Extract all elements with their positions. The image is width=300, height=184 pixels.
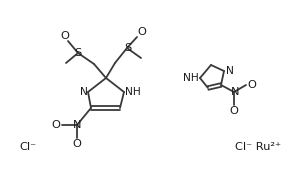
Text: O: O [230, 106, 238, 116]
Text: O: O [73, 139, 81, 149]
Text: N: N [226, 66, 234, 76]
Text: NH: NH [125, 87, 141, 97]
Text: NH: NH [183, 73, 199, 83]
Text: S: S [74, 48, 82, 58]
Text: N: N [80, 87, 88, 97]
Text: O: O [61, 31, 69, 41]
Text: N: N [231, 87, 239, 97]
Text: N: N [73, 120, 81, 130]
Text: Cl⁻: Cl⁻ [20, 142, 37, 152]
Text: O: O [138, 27, 146, 37]
Text: Cl⁻ Ru²⁺: Cl⁻ Ru²⁺ [235, 142, 281, 152]
Text: S: S [124, 43, 132, 53]
Text: O: O [52, 120, 60, 130]
Text: O: O [248, 80, 256, 90]
